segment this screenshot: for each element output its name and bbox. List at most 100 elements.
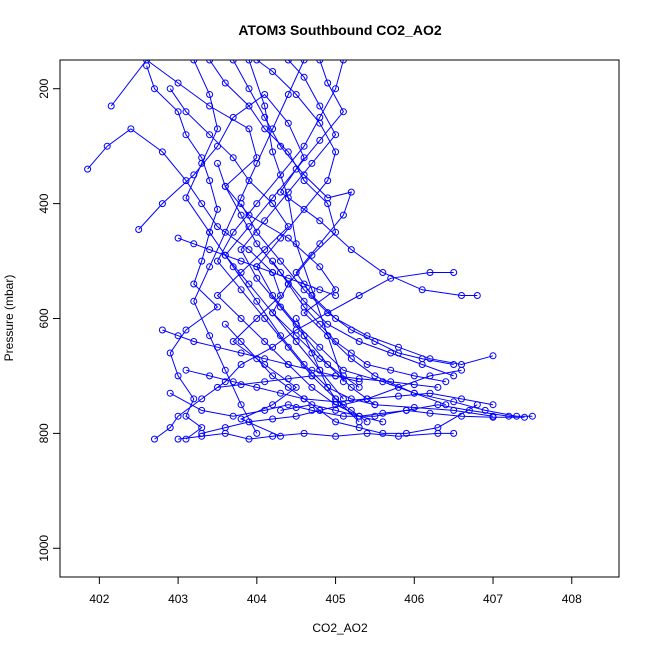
data-point	[261, 338, 269, 345]
data-point	[166, 349, 174, 357]
data-point	[261, 217, 269, 225]
data-point	[245, 125, 253, 133]
data-point	[434, 424, 442, 432]
data-point	[190, 60, 198, 64]
series-line	[217, 375, 438, 388]
data-point	[316, 406, 324, 414]
data-point	[521, 413, 528, 421]
data-point	[300, 142, 308, 150]
data-point	[135, 226, 143, 233]
data-point	[300, 60, 308, 64]
data-point	[316, 320, 324, 328]
data-point	[261, 113, 269, 121]
data-point	[450, 372, 458, 380]
data-point	[261, 125, 269, 133]
data-point	[229, 263, 237, 271]
data-point	[316, 60, 324, 64]
data-point	[182, 366, 190, 374]
data-point	[261, 355, 269, 363]
data-point	[505, 412, 513, 420]
data-point	[269, 125, 277, 133]
data-point	[300, 171, 308, 179]
data-point	[253, 60, 261, 64]
data-point	[269, 343, 277, 351]
data-point	[300, 73, 308, 81]
data-point	[332, 398, 340, 406]
data-point	[387, 349, 395, 357]
data-point	[166, 85, 174, 93]
data-point	[261, 315, 269, 322]
data-point	[107, 102, 115, 110]
data-point	[324, 361, 332, 368]
data-point	[277, 142, 284, 150]
data-point	[332, 338, 340, 345]
data-point	[339, 378, 347, 386]
data-point	[355, 375, 363, 383]
data-point	[450, 361, 458, 368]
data-point	[253, 159, 261, 167]
x-tick-label: 404	[247, 592, 267, 606]
data-point	[410, 381, 418, 389]
data-point	[269, 415, 277, 423]
data-point	[292, 240, 300, 248]
data-point	[174, 79, 182, 87]
data-point	[339, 366, 347, 374]
data-point	[347, 383, 355, 391]
data-point	[198, 395, 206, 403]
data-point	[182, 412, 190, 420]
data-point	[261, 91, 269, 98]
data-point	[379, 429, 387, 437]
data-point	[316, 217, 324, 225]
data-point	[221, 79, 229, 87]
series-16	[214, 159, 458, 380]
data-point	[174, 372, 182, 380]
data-point	[269, 309, 277, 317]
data-point	[316, 113, 324, 121]
data-point	[221, 228, 229, 236]
data-point	[198, 200, 206, 208]
data-point	[84, 165, 92, 173]
series-line	[240, 60, 376, 406]
data-point	[284, 274, 292, 282]
data-point	[174, 108, 182, 116]
data-point	[355, 292, 363, 299]
data-point	[363, 395, 371, 403]
data-point	[292, 165, 300, 173]
data-point	[442, 378, 450, 386]
data-point	[277, 234, 284, 242]
data-point	[237, 286, 245, 294]
data-point	[237, 415, 245, 423]
data-point	[339, 412, 347, 420]
data-point	[237, 269, 245, 276]
data-point	[253, 297, 261, 305]
data-point	[198, 406, 206, 414]
data-point	[332, 228, 340, 236]
data-point	[458, 292, 465, 299]
y-tick-label: 400	[37, 193, 51, 213]
data-point	[347, 326, 355, 334]
data-point	[450, 269, 458, 276]
series-27	[277, 401, 528, 421]
data-point	[245, 435, 253, 443]
data-point	[458, 366, 465, 374]
data-point	[182, 108, 190, 116]
data-point	[198, 257, 206, 265]
data-point	[143, 60, 151, 64]
y-tick-label: 600	[37, 308, 51, 328]
data-point	[316, 240, 324, 248]
x-axis-label: CO2_AO2	[312, 621, 368, 635]
data-point	[371, 401, 379, 409]
data-point	[316, 366, 324, 374]
data-point	[277, 332, 284, 340]
data-point	[355, 412, 363, 420]
data-point	[206, 60, 214, 64]
data-point	[190, 395, 198, 403]
data-point	[269, 292, 277, 299]
data-point	[190, 240, 198, 248]
data-point	[528, 412, 536, 420]
data-point	[151, 85, 158, 93]
data-point	[324, 320, 332, 328]
data-point	[371, 338, 379, 345]
data-point	[316, 263, 324, 271]
data-point	[269, 68, 277, 75]
